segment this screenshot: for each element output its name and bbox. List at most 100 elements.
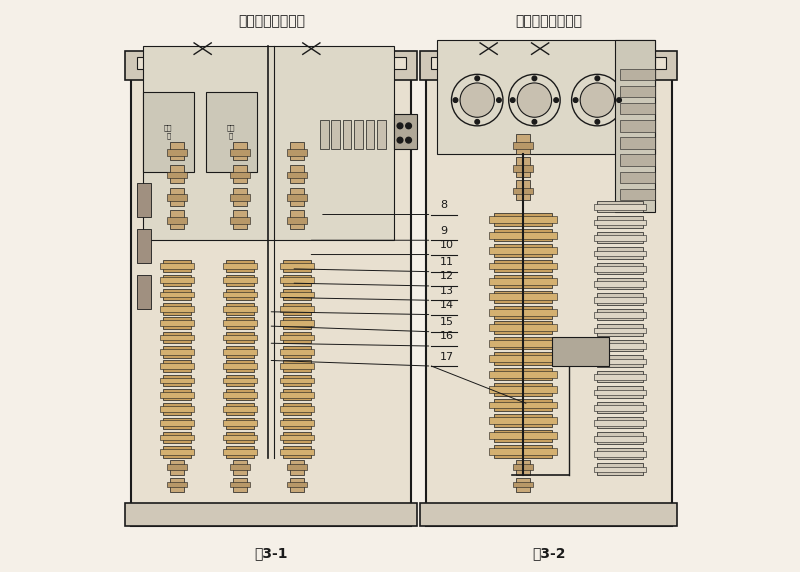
Bar [280,277,314,283]
Bar [489,402,558,408]
Bar [160,277,194,283]
Bar [280,292,314,297]
Bar [222,335,257,340]
Bar [426,57,672,526]
Circle shape [475,76,479,81]
Bar [516,478,530,492]
Bar [598,402,643,413]
Bar [494,337,551,349]
Bar [222,449,257,455]
Text: 8: 8 [440,200,447,210]
Bar [280,420,314,426]
Bar [282,275,311,286]
Bar [598,355,643,367]
Bar [377,120,386,149]
Bar [598,247,643,259]
Bar [226,275,254,286]
Bar [222,420,257,426]
Bar [420,503,678,526]
Bar [594,359,646,364]
Bar [137,229,151,263]
Bar [494,213,551,226]
Bar [222,363,257,369]
Bar [233,478,246,492]
Bar [489,417,558,424]
Text: 拆去前门的前视图: 拆去前门的前视图 [238,15,305,29]
Text: 11: 11 [440,257,454,267]
Bar [162,375,191,386]
Bar [290,165,304,183]
Bar [431,57,666,69]
Bar [222,306,257,312]
Bar [230,172,250,178]
Bar [598,463,643,475]
Bar [598,432,643,444]
Bar [394,114,417,149]
Bar [516,134,530,154]
Bar [620,69,654,80]
Circle shape [460,83,494,117]
Bar [222,292,257,297]
Bar [494,321,551,334]
Bar [226,317,254,329]
Bar [126,503,417,526]
Bar [290,460,304,475]
Bar [166,482,187,487]
Bar [598,293,643,305]
Bar [166,217,187,224]
Bar [282,360,311,372]
Bar [142,46,394,240]
Text: 9: 9 [440,226,447,236]
Bar [489,216,558,223]
Bar [222,320,257,326]
Bar [162,403,191,415]
Bar [230,482,250,487]
Bar [131,57,411,526]
Bar [594,343,646,349]
Text: 拆去前门的侧视图: 拆去前门的侧视图 [515,15,582,29]
Bar [137,275,151,309]
Bar [620,137,654,149]
Bar [233,165,246,183]
Text: 图3-1: 图3-1 [254,547,288,561]
Bar [494,291,551,303]
Bar [420,51,678,80]
Bar [489,432,558,439]
Bar [620,103,654,114]
Bar [620,86,654,97]
Bar [222,349,257,355]
Bar [494,229,551,241]
Bar [594,328,646,333]
Bar [286,482,307,487]
Bar [494,244,551,257]
Bar [494,430,551,442]
Bar [286,194,307,201]
Bar [489,247,558,254]
Bar [162,389,191,400]
Bar [489,232,558,239]
Bar [226,260,254,272]
Bar [598,216,643,228]
Bar [222,392,257,398]
Bar [206,92,257,172]
Bar [494,383,551,396]
Text: 17: 17 [440,352,454,362]
Bar [162,275,191,286]
Bar [170,210,184,229]
Bar [620,154,654,166]
Bar [160,292,194,297]
Circle shape [617,98,622,102]
Bar [280,263,314,269]
Bar [282,446,311,458]
Bar [226,432,254,443]
Bar [162,289,191,300]
Bar [222,435,257,440]
Bar [494,414,551,427]
Bar [160,420,194,426]
Bar [513,188,534,194]
Bar [594,266,646,272]
Bar [489,309,558,316]
Bar [598,371,643,382]
Bar [280,335,314,340]
Bar [160,363,194,369]
